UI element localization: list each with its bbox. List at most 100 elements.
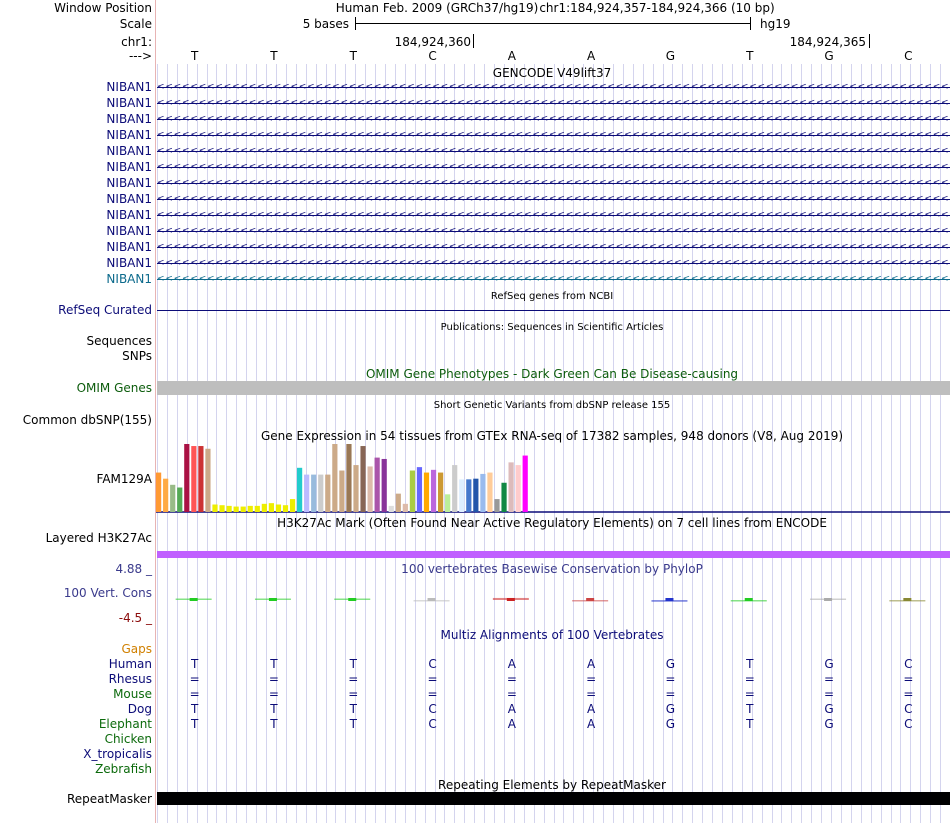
gtex-tissue-bar[interactable]: [205, 448, 211, 512]
gencode-gene-label[interactable]: NIBAN1: [106, 192, 152, 206]
gtex-tissue-bar[interactable]: [332, 444, 338, 512]
gtex-tissue-bar[interactable]: [177, 487, 183, 512]
multiz-species-label[interactable]: Zebrafish: [95, 762, 152, 776]
gtex-tissue-bar[interactable]: [282, 505, 289, 512]
gtex-tissue-bar[interactable]: [445, 494, 451, 512]
gaps-label[interactable]: Gaps: [121, 642, 152, 656]
gencode-gene-label[interactable]: NIBAN1: [106, 80, 152, 94]
gtex-tissue-bar[interactable]: [346, 444, 352, 512]
gencode-gene-label[interactable]: NIBAN1: [106, 224, 152, 238]
multiz-species-label[interactable]: X_tropicalis: [83, 747, 152, 761]
gencode-transcript-line[interactable]: [157, 119, 950, 120]
gencode-transcript-line[interactable]: [157, 135, 950, 136]
gtex-tissue-bar[interactable]: [191, 446, 197, 512]
gtex-tissue-bar[interactable]: [254, 505, 260, 512]
gtex-tissue-bar[interactable]: [353, 465, 359, 512]
gtex-tissue-bar[interactable]: [311, 474, 317, 512]
multiz-species-label[interactable]: Dog: [127, 702, 152, 716]
gtex-tissue-bar[interactable]: [360, 446, 366, 512]
gencode-gene-label[interactable]: NIBAN1: [106, 128, 152, 142]
refseq-gene-line[interactable]: [157, 310, 950, 311]
gtex-tissue-bar[interactable]: [226, 505, 232, 512]
gtex-tissue-bar[interactable]: [388, 505, 394, 512]
omim-phenotype-bar[interactable]: [157, 381, 950, 395]
gtex-tissue-bar[interactable]: [515, 465, 521, 512]
gtex-tissue-bar[interactable]: [289, 499, 296, 512]
gtex-tissue-bar[interactable]: [275, 504, 282, 512]
gencode-gene-label[interactable]: NIBAN1: [106, 96, 152, 110]
gencode-gene-label[interactable]: NIBAN1: [106, 112, 152, 126]
gtex-tissue-bar[interactable]: [430, 469, 437, 512]
gtex-bar-chart[interactable]: [156, 443, 950, 513]
gencode-gene-label[interactable]: NIBAN1: [106, 160, 152, 174]
repeatmasker-element-bar[interactable]: [157, 792, 950, 805]
gtex-tissue-bar[interactable]: [156, 472, 162, 512]
gencode-transcript-line[interactable]: [157, 103, 950, 104]
gencode-transcript-line[interactable]: [157, 279, 950, 280]
gencode-transcript-line[interactable]: [157, 87, 950, 88]
gtex-tissue-bar[interactable]: [494, 499, 500, 512]
gencode-transcript-line[interactable]: [157, 263, 950, 264]
gtex-tissue-bar[interactable]: [466, 479, 472, 512]
gtex-tissue-bar[interactable]: [395, 493, 401, 512]
gencode-gene-label[interactable]: NIBAN1: [106, 256, 152, 270]
gencode-transcript-line[interactable]: [157, 183, 950, 184]
multiz-species-label[interactable]: Rhesus: [108, 672, 152, 686]
omim-label[interactable]: OMIM Genes: [76, 381, 152, 395]
gtex-tissue-bar[interactable]: [268, 503, 274, 512]
gtex-gene-label[interactable]: FAM129A: [96, 472, 152, 486]
gtex-tissue-bar[interactable]: [325, 474, 331, 512]
gencode-transcript-line[interactable]: [157, 199, 950, 200]
publications-snps-label[interactable]: SNPs: [122, 349, 152, 363]
gtex-tissue-bar[interactable]: [438, 472, 444, 512]
gtex-tissue-bar[interactable]: [480, 473, 486, 512]
gtex-tissue-bar[interactable]: [240, 506, 246, 512]
gtex-tissue-bar[interactable]: [459, 479, 465, 512]
gtex-tissue-bar[interactable]: [501, 482, 507, 512]
gtex-tissue-bar[interactable]: [487, 472, 493, 512]
gencode-transcript-line[interactable]: [157, 215, 950, 216]
h3k27ac-label[interactable]: Layered H3K27Ac: [45, 531, 152, 545]
gencode-gene-label[interactable]: NIBAN1: [106, 144, 152, 158]
gencode-transcript-line[interactable]: [157, 247, 950, 248]
gtex-tissue-bar[interactable]: [339, 470, 345, 512]
gtex-tissue-bar[interactable]: [473, 478, 479, 512]
gencode-transcript-line[interactable]: [157, 151, 950, 152]
repeatmasker-label[interactable]: RepeatMasker: [66, 792, 152, 806]
gencode-gene-label[interactable]: NIBAN1: [106, 272, 152, 286]
gencode-transcript-line[interactable]: [157, 231, 950, 232]
gtex-tissue-bar[interactable]: [297, 467, 303, 512]
gtex-tissue-bar[interactable]: [508, 462, 514, 512]
gtex-tissue-bar[interactable]: [261, 503, 267, 512]
dbsnp-label[interactable]: Common dbSNP(155): [22, 413, 152, 427]
gtex-tissue-bar[interactable]: [318, 474, 324, 512]
gtex-tissue-bar[interactable]: [423, 472, 430, 512]
gtex-tissue-bar[interactable]: [233, 506, 239, 512]
gtex-tissue-bar[interactable]: [184, 444, 190, 512]
gencode-transcript-line[interactable]: [157, 167, 950, 168]
gtex-tissue-bar[interactable]: [409, 470, 415, 512]
gtex-tissue-bar[interactable]: [247, 505, 253, 512]
publications-sequences-label[interactable]: Sequences: [86, 334, 152, 348]
gtex-tissue-bar[interactable]: [219, 505, 225, 512]
gtex-tissue-bar[interactable]: [367, 466, 373, 512]
conservation-plot[interactable]: [156, 590, 950, 610]
gencode-gene-label[interactable]: NIBAN1: [106, 240, 152, 254]
multiz-species-label[interactable]: Elephant: [98, 717, 152, 731]
gtex-tissue-bar[interactable]: [198, 446, 204, 512]
gencode-gene-label[interactable]: NIBAN1: [106, 208, 152, 222]
gtex-tissue-bar[interactable]: [381, 458, 387, 512]
gencode-gene-label[interactable]: NIBAN1: [106, 176, 152, 190]
gtex-tissue-bar[interactable]: [374, 457, 380, 512]
gtex-tissue-bar[interactable]: [402, 503, 408, 512]
gtex-tissue-bar[interactable]: [163, 478, 169, 512]
multiz-species-label[interactable]: Human: [108, 657, 152, 671]
gtex-tissue-bar[interactable]: [170, 484, 176, 512]
refseq-label[interactable]: RefSeq Curated: [58, 303, 152, 317]
gtex-tissue-bar[interactable]: [452, 465, 458, 512]
h3k27ac-signal-bar[interactable]: [157, 551, 950, 558]
gtex-tissue-bar[interactable]: [212, 504, 218, 512]
gtex-tissue-bar[interactable]: [522, 455, 528, 512]
gtex-tissue-bar[interactable]: [416, 467, 423, 512]
multiz-species-label[interactable]: Chicken: [104, 732, 152, 746]
